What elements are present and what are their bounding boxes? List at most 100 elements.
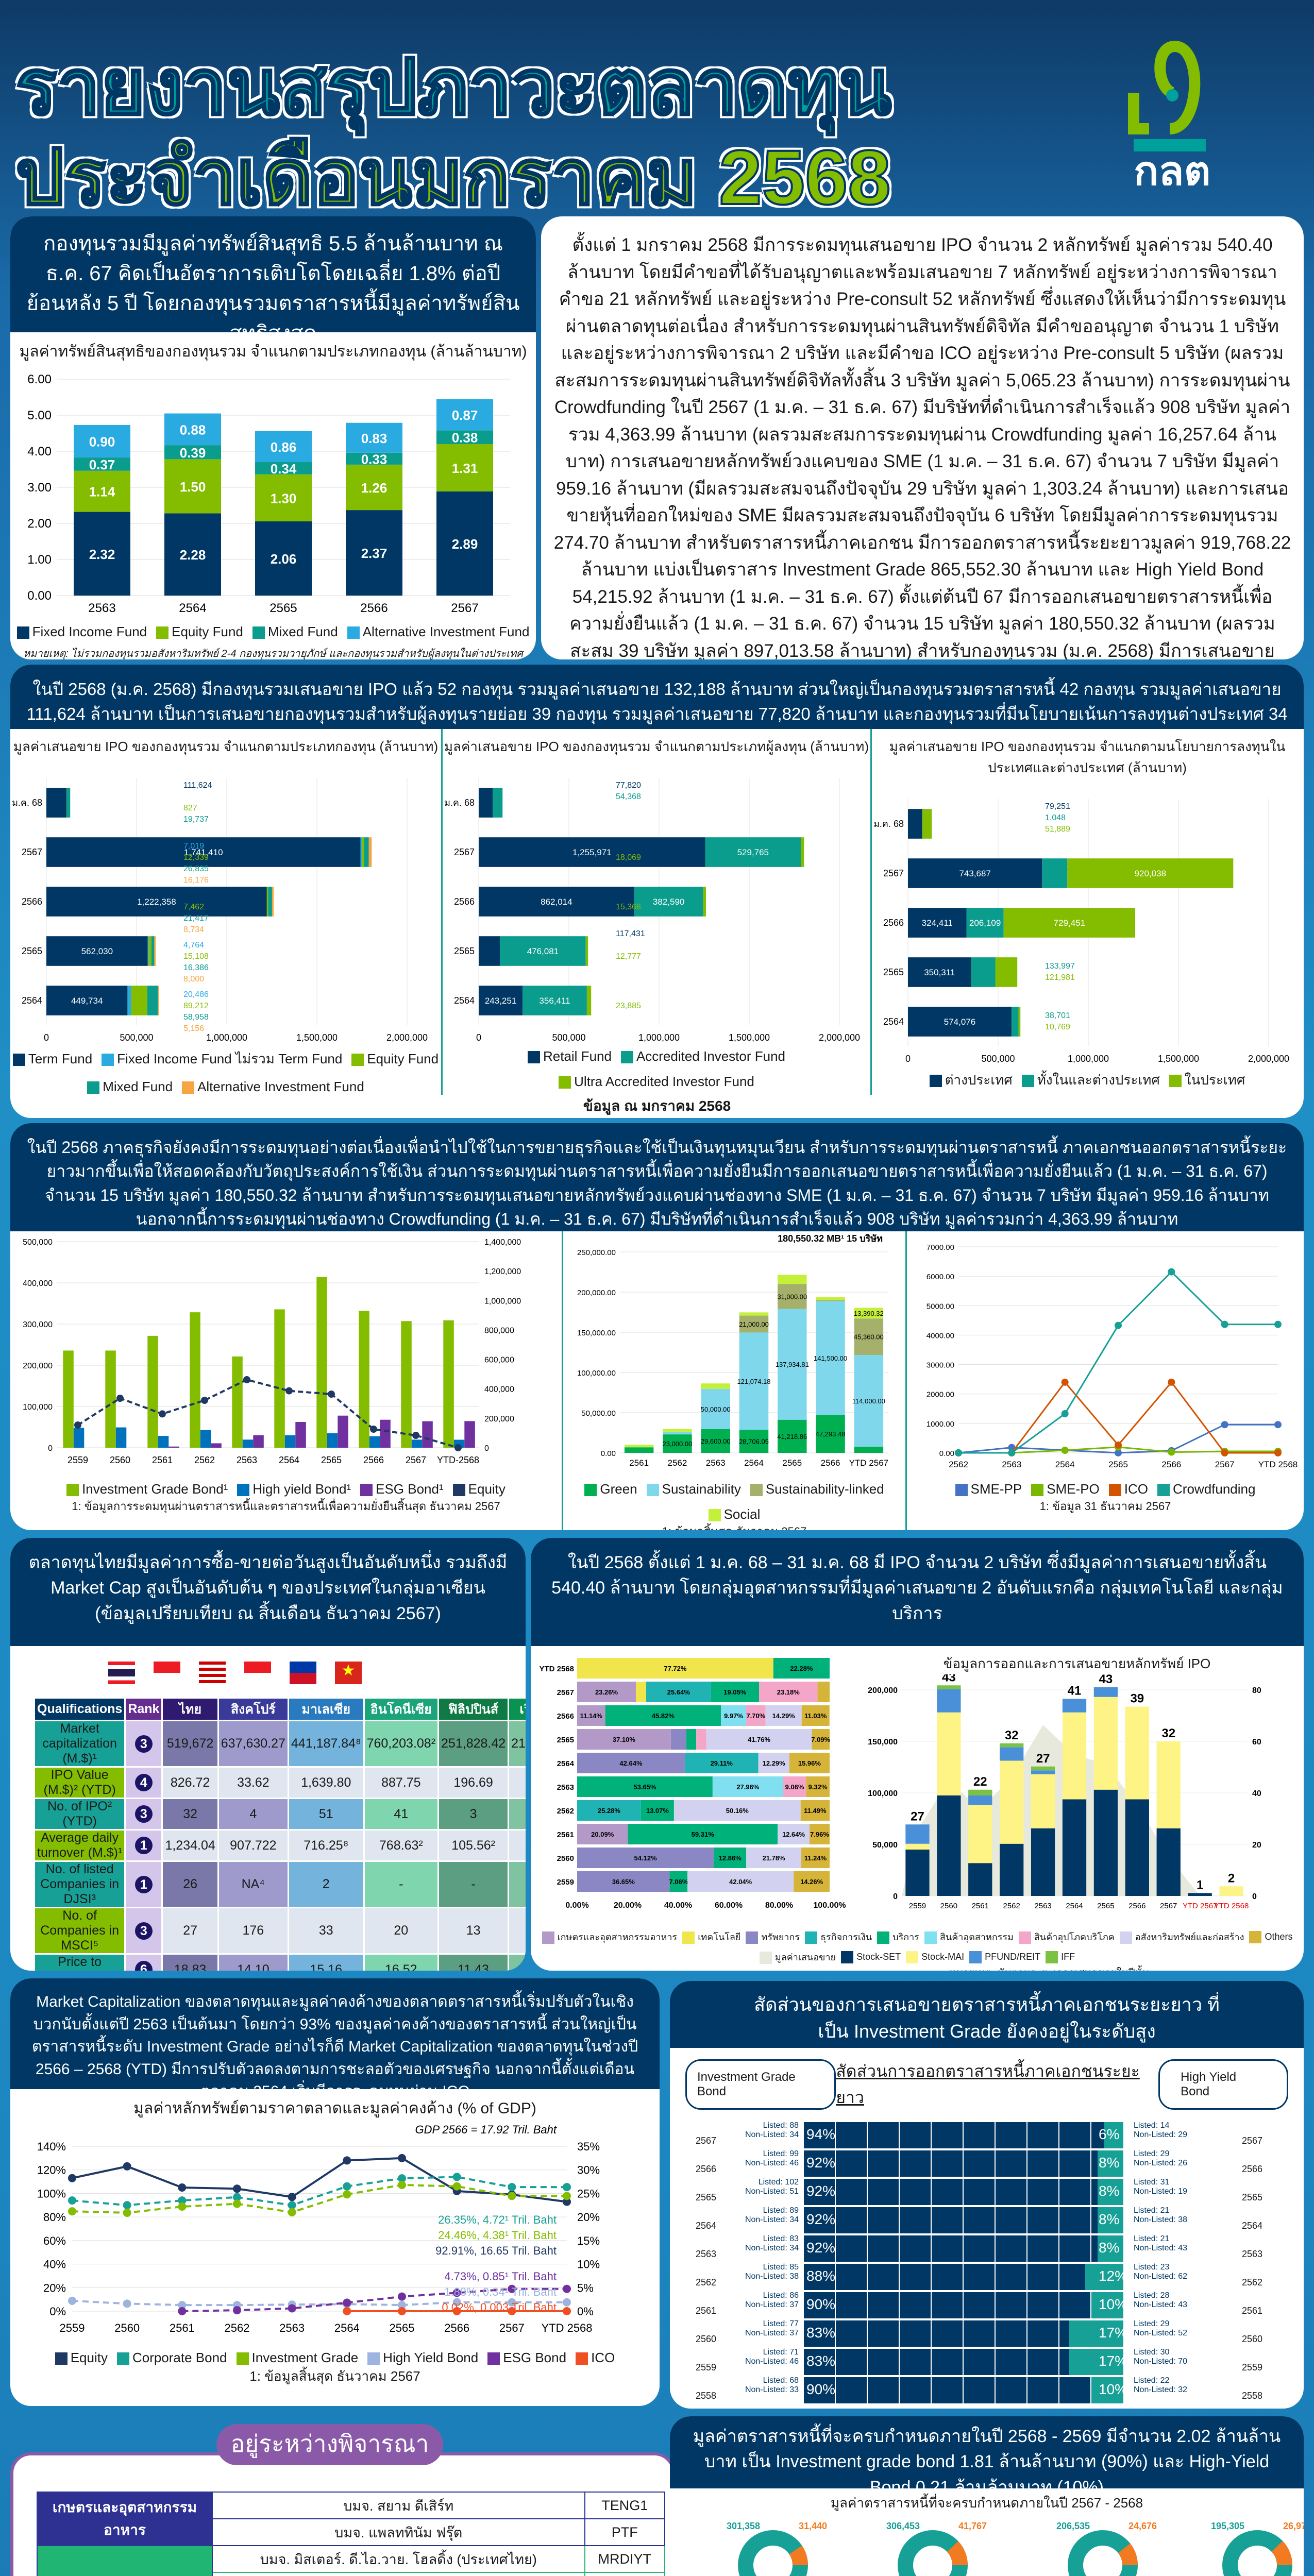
legend-item: ในประเทศ	[1169, 1070, 1245, 1091]
legend-label: SME-PP	[970, 1481, 1022, 1497]
bar-segment	[1000, 1760, 1024, 1844]
legend-swatch	[750, 1484, 763, 1497]
bar-value-callout: 89,212	[183, 1002, 209, 1010]
x-tick-label: 2563	[1034, 1902, 1051, 1910]
legend-swatch	[646, 1484, 659, 1497]
bar-segment	[74, 457, 130, 471]
cell-value: 441,187.84⁸	[287, 1720, 365, 1768]
legend-label: Crowdfunding	[1173, 1481, 1256, 1497]
donut-hy-slice	[1118, 2543, 1138, 2566]
y-tick-label: 2560	[557, 1854, 574, 1863]
y-tick-label: 200,000.00	[577, 1289, 616, 1297]
report-title: รายงานสรุปภาวะตลาดทุน	[14, 43, 892, 131]
bar-value-label: 54.12%	[634, 1854, 658, 1862]
x-tick-label: 2,000,000	[386, 1032, 428, 1043]
cell-value: 20	[363, 1907, 440, 1955]
y-tick-label: 60%	[43, 2234, 66, 2247]
sec-logo-icon: กลต	[1128, 40, 1210, 194]
legend-swatch	[1021, 1075, 1034, 1088]
legend-swatch	[156, 626, 169, 639]
cell-value: 18.83	[161, 1953, 219, 1971]
series-line	[72, 2157, 567, 2203]
x-tick-label: 2559	[909, 1902, 926, 1910]
legend-item: มูลค่าเสนอขาย	[759, 1950, 836, 1964]
x-tick-label: 2565	[390, 2321, 415, 2334]
cell-value: 16.52	[363, 1953, 440, 1971]
hy-value-label: 26,973	[1283, 2521, 1304, 2531]
bar-value-label: 15.96%	[798, 1759, 821, 1767]
legend-swatch	[1169, 1075, 1182, 1088]
equity-point	[412, 1432, 419, 1439]
cell-value: 176	[217, 1907, 289, 1955]
legend-swatch	[746, 1931, 759, 1944]
bar	[380, 1419, 391, 1448]
bar-segment	[908, 858, 1042, 888]
y2-tick-label: 1,000,000	[484, 1297, 521, 1306]
y2-tick-label: 20%	[577, 2211, 600, 2224]
bar-segment	[66, 788, 71, 818]
legend-label: Sustainability-linked	[765, 1481, 884, 1497]
bar-segment	[687, 1871, 794, 1892]
ig-percent: 90%	[806, 2296, 836, 2312]
bar-value-label: 743,687	[959, 869, 990, 878]
ipo-investor-chart: 0 500,000 1,000,000 1,500,000 2,000,000 ม.ค. …	[444, 778, 860, 1043]
legend-item: บริการ	[877, 1929, 919, 1944]
hy-counts: Listed: 31 Non-Listed: 19	[1134, 2178, 1188, 2196]
bar-value-label: 382,590	[653, 897, 684, 907]
y-tick-label: 2564	[454, 995, 475, 1006]
y2-tick-label: 600,000	[484, 1356, 514, 1365]
cell-value: 907.722	[217, 1829, 289, 1862]
table-row: Market capitalization (M.$)¹ 3 519,672 637,…	[33, 1720, 526, 1768]
bar-value-label: 324,411	[922, 918, 953, 928]
rank-badge: 3	[124, 1907, 163, 1955]
x-tick-label: 2,000,000	[1248, 1054, 1289, 1064]
sme-chart: 0.00 1000.00 2000.00 3000.00 4000.00 5000.00 6…	[926, 1243, 1298, 1469]
bar-segment	[1031, 1770, 1055, 1774]
bar-segment	[937, 1712, 961, 1795]
bar-value-label: 0.86	[271, 439, 297, 455]
y-tick-label: 100%	[37, 2187, 66, 2200]
bar-segment	[577, 1871, 670, 1892]
x-tick-label: 2567	[499, 2321, 525, 2334]
bar-segment	[1067, 858, 1234, 888]
ipo-industry-heading: ในปี 2568 ตั้งแต่ 1 ม.ค. 68 – 31 ม.ค. 68…	[531, 1538, 1304, 1646]
bar-segment	[854, 1446, 884, 1453]
bar-value-label: 36.65%	[612, 1878, 635, 1886]
bar-segment	[696, 1729, 706, 1750]
hy-share	[1098, 2179, 1123, 2205]
bar-value-label: 11.24%	[804, 1854, 827, 1862]
legend-item: Social	[708, 1506, 760, 1522]
bar-value-callout: 26,835	[183, 865, 209, 873]
legend-item: Others	[1249, 1930, 1292, 1943]
bar-segment	[905, 1824, 930, 1844]
bar-value-label: 53.65%	[633, 1783, 656, 1791]
column-header: ฟิลิปปินส์	[437, 1697, 510, 1721]
bar-segment	[673, 1800, 801, 1821]
x-tick-label: 2566	[363, 1455, 384, 1465]
legend-label: ธุรกิจการเงิน	[820, 1932, 872, 1942]
count-label: 22	[973, 1775, 987, 1789]
bar-value-label: 13.07%	[646, 1807, 669, 1815]
x-tick-label: 2564	[1055, 1460, 1075, 1469]
x-tick-label: 2564	[744, 1458, 764, 1468]
cell-value: 33.62	[217, 1766, 289, 1799]
esg-legend: Green Sustainability Sustainability-linked…	[563, 1481, 905, 1522]
gdp-chart-title: มูลค่าหลักทรัพย์ตามราคาตลาดและมูลค่าคงค้…	[133, 2100, 536, 2117]
x-tick-label: 2565	[269, 601, 297, 615]
asean-card: ตลาดทุนไทยมีมูลค่าการซื้อ-ขายต่อวันสูงเป…	[10, 1538, 526, 1971]
legend-label: บริการ	[892, 1932, 919, 1942]
cell-value: 15.16	[287, 1953, 365, 1971]
ipo-count-chart: 0 0 50,000 20 100,000 40 150,000 60 200,000 80 27 2…	[868, 1670, 1261, 1910]
bar-segment	[577, 1729, 671, 1750]
legend-item: ICO	[1108, 1481, 1148, 1497]
y-tick-label: 0	[893, 1892, 898, 1901]
y-tick-label: 3.00	[27, 481, 52, 495]
bar-segment	[164, 513, 221, 596]
bar-segment	[255, 431, 312, 462]
bar-segment	[721, 1705, 746, 1726]
legend-item: ESG Bond¹	[360, 1481, 444, 1497]
legend-item: SME-PO	[1031, 1481, 1100, 1497]
y-tick-label: ม.ค. 68	[12, 798, 42, 808]
cell-value: 26	[161, 1860, 219, 1908]
bar-segment	[577, 1753, 685, 1773]
